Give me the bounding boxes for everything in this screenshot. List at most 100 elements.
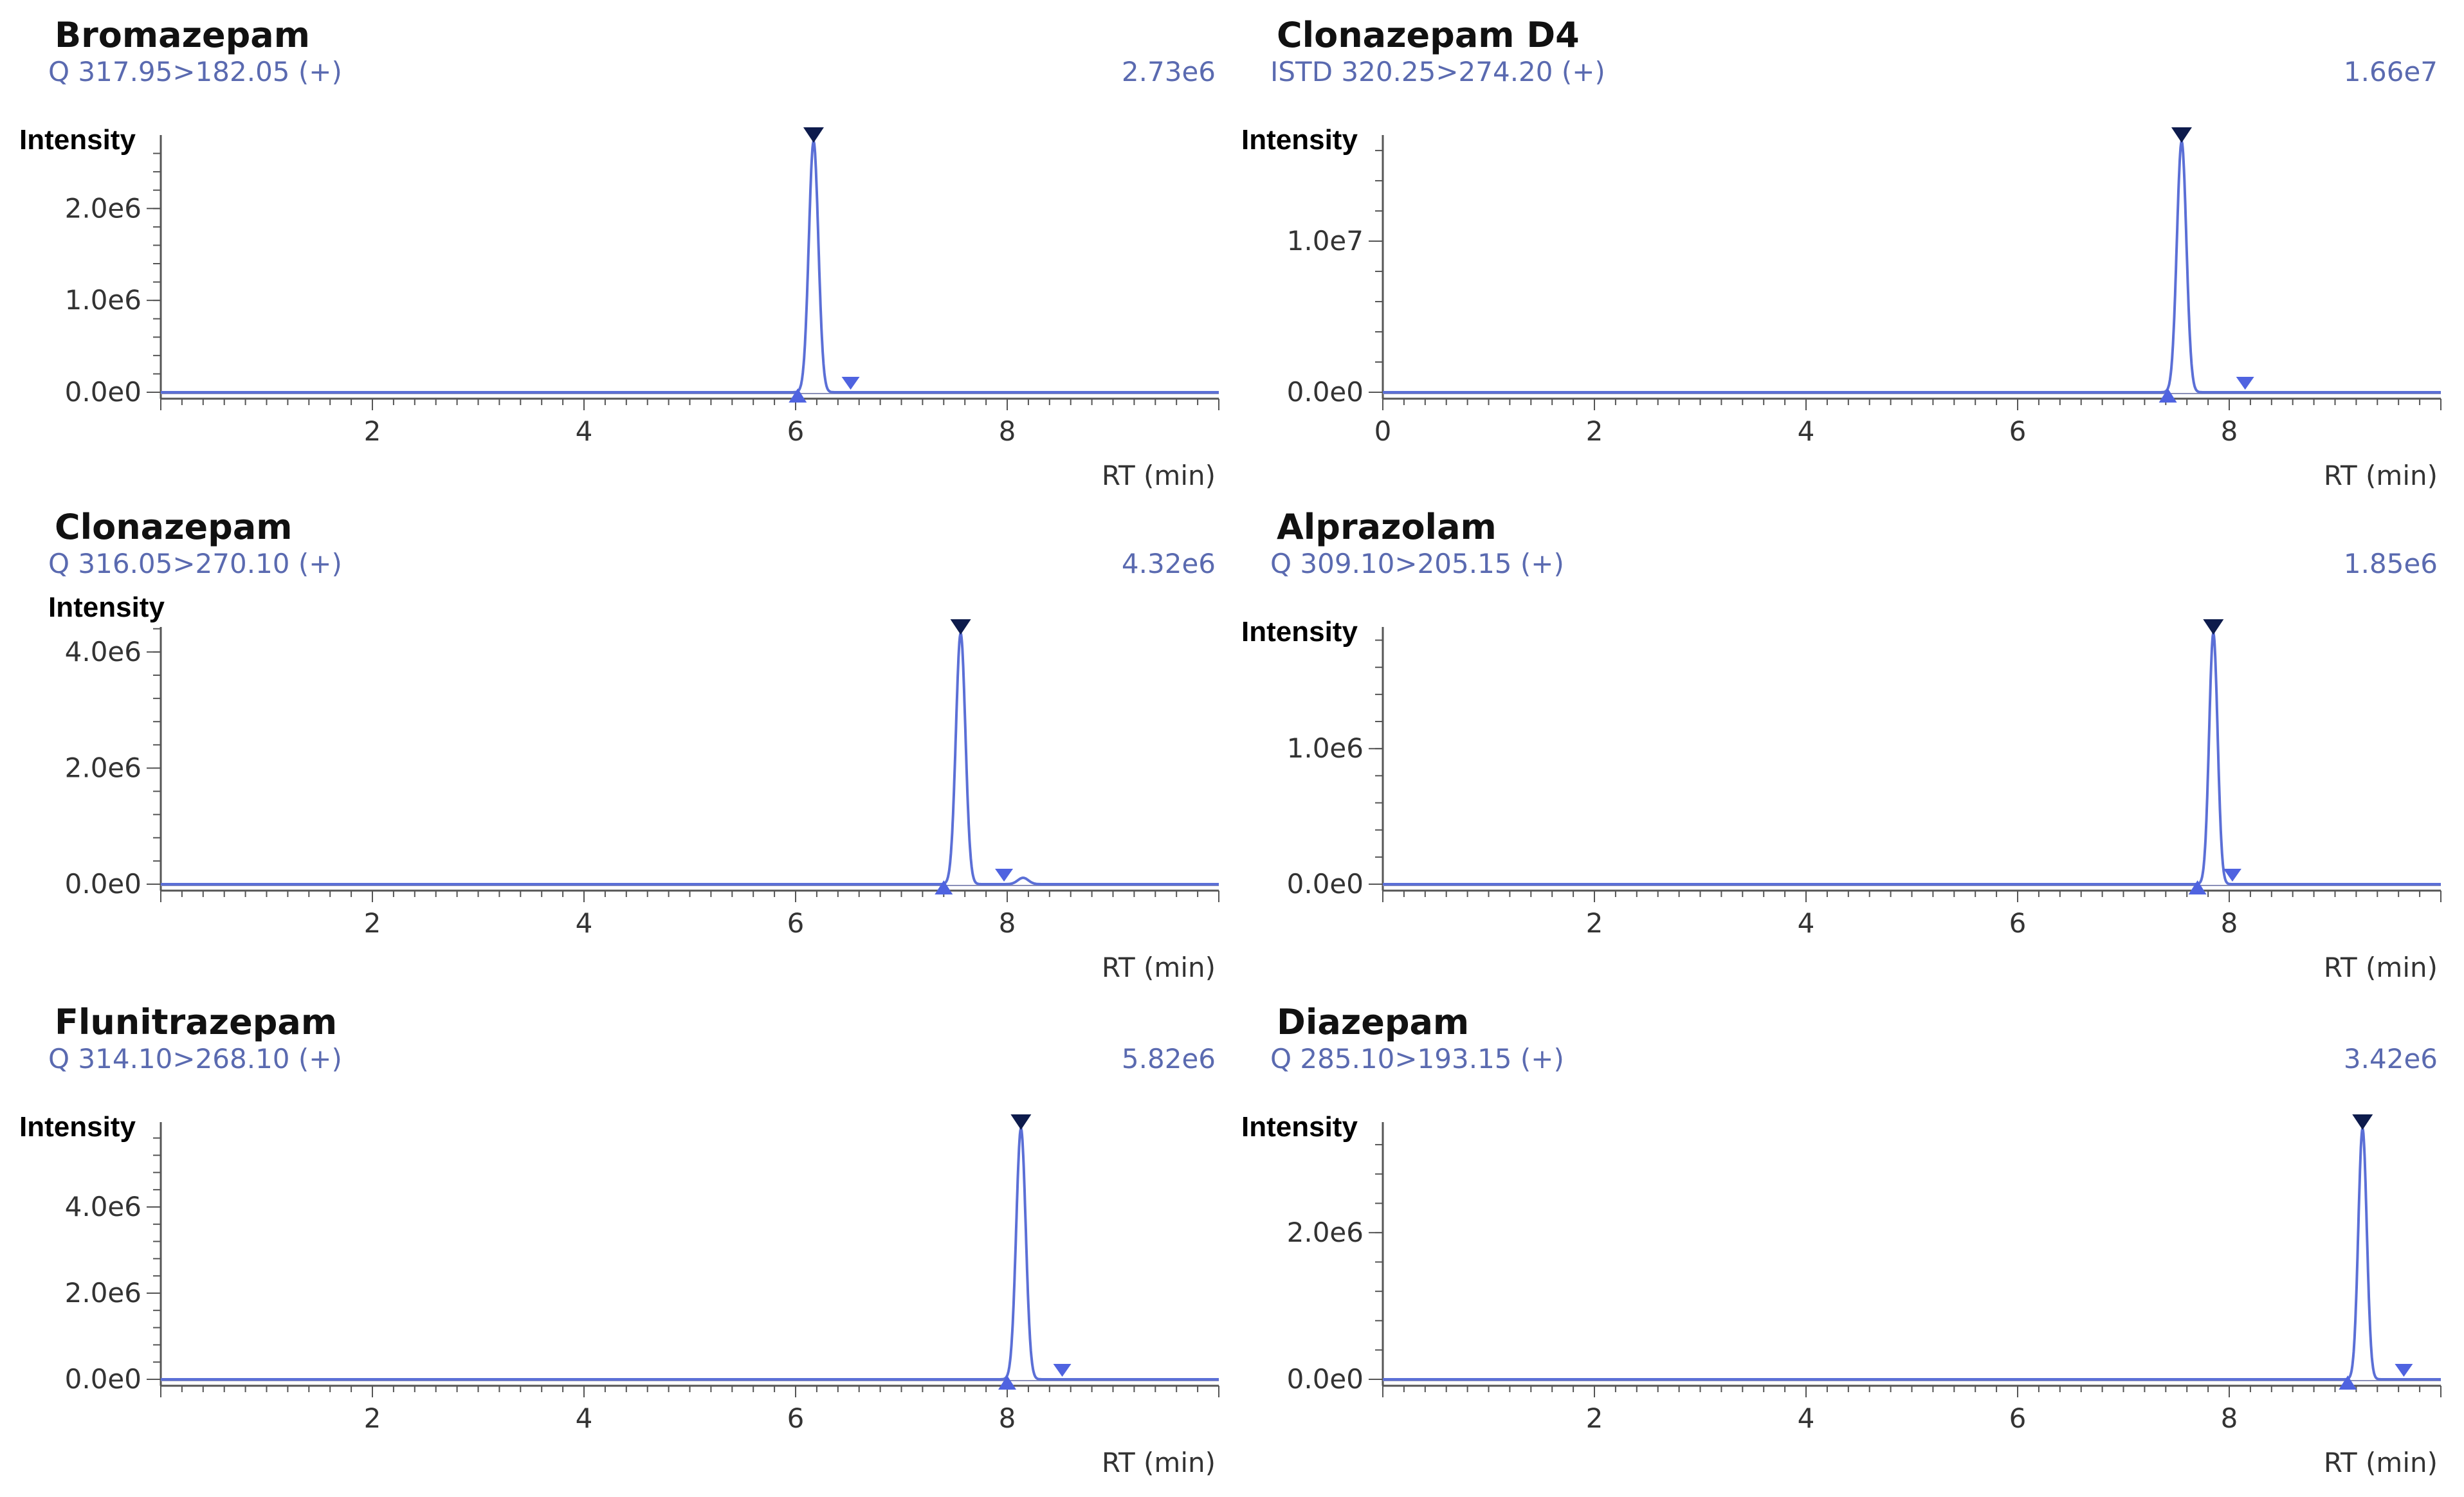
chromatogram-plot: 2 4 6 8 0.0e0 2.0e6 4.0e6 <box>65 1114 1219 1434</box>
x-tick-label: 8 <box>2221 907 2238 939</box>
x-tick-label: 2 <box>364 415 381 447</box>
y-tick-label: 4.0e6 <box>65 636 141 667</box>
peak-end-marker <box>2236 377 2254 390</box>
y-tick-label: 2.0e6 <box>1287 1217 1364 1248</box>
x-tick-label: 8 <box>2221 415 2238 447</box>
x-tick-label: 6 <box>787 907 805 939</box>
x-tick-label: 8 <box>999 907 1016 939</box>
max-intensity-label: 1.85e6 <box>2343 548 2438 579</box>
x-tick-label: 8 <box>2221 1402 2238 1434</box>
chromatogram-trace <box>1383 140 2441 394</box>
peak-end-marker <box>2395 1364 2413 1377</box>
transition-label: Q 285.10>193.15 (+) <box>1270 1043 1564 1075</box>
transition-label: ISTD 320.25>274.20 (+) <box>1270 56 1605 87</box>
x-tick-label: 4 <box>1798 907 1815 939</box>
x-tick-label: 6 <box>2009 1402 2027 1434</box>
y-axis-label: Intensity <box>1241 124 1358 156</box>
peak-end-marker <box>1053 1364 1072 1377</box>
y-tick-label: 1.0e6 <box>1287 732 1364 764</box>
chromatogram-trace <box>161 140 1219 394</box>
chromatogram-plot: 2 4 6 8 0.0e0 2.0e6 4.0e6 <box>65 619 1219 939</box>
x-tick-label: 2 <box>1586 907 1603 939</box>
chromatogram-trace <box>1383 1124 2441 1381</box>
y-tick-label: 2.0e6 <box>65 752 141 783</box>
chromatogram-plot: 0 2 4 6 8 0.0e0 1.0e7 <box>1287 127 2441 447</box>
y-tick-label: 0.0e0 <box>1287 1363 1364 1395</box>
transition-label: Q 317.95>182.05 (+) <box>48 56 342 87</box>
chromatogram-plot: 2 4 6 8 0.0e0 1.0e6 2.0e6 <box>65 127 1219 447</box>
y-tick-label: 0.0e0 <box>65 868 141 900</box>
y-tick-label: 0.0e0 <box>1287 376 1364 408</box>
peak-start-marker <box>2188 880 2207 894</box>
transition-label: Q 314.10>268.10 (+) <box>48 1043 342 1075</box>
x-axis-label: RT (min) <box>1101 952 1216 983</box>
compound-title: Clonazepam D4 <box>1277 15 1580 55</box>
x-tick-label: 6 <box>787 415 805 447</box>
chromatogram-plot: 2 4 6 8 0.0e0 1.0e6 <box>1287 619 2441 939</box>
compound-title: Flunitrazepam <box>55 1002 338 1042</box>
x-axis-label: RT (min) <box>1101 460 1216 491</box>
x-tick-label: 6 <box>2009 907 2027 939</box>
x-tick-label: 4 <box>576 907 593 939</box>
chromatogram-plot: 2 4 6 8 0.0e0 2.0e6 <box>1287 1114 2441 1434</box>
x-tick-label: 4 <box>576 415 593 447</box>
compound-title: Bromazepam <box>55 15 311 55</box>
peak-start-marker <box>935 880 953 894</box>
peak-apex-marker <box>2352 1114 2373 1130</box>
x-tick-label: 0 <box>1374 415 1392 447</box>
x-tick-label: 4 <box>1798 1402 1815 1434</box>
x-axis-label: RT (min) <box>2323 952 2438 983</box>
peak-apex-marker <box>803 127 824 143</box>
y-axis-label: Intensity <box>48 592 165 623</box>
compound-title: Diazepam <box>1277 1002 1470 1042</box>
transition-label: Q 316.05>270.10 (+) <box>48 548 342 579</box>
max-intensity-label: 4.32e6 <box>1121 548 1216 579</box>
peak-start-marker <box>2158 388 2177 403</box>
peak-apex-marker <box>2171 127 2192 143</box>
peak-start-marker <box>2339 1375 2357 1390</box>
y-axis-label: Intensity <box>19 1111 136 1143</box>
y-axis-label: Intensity <box>1241 616 1358 648</box>
y-axis-label: Intensity <box>1241 1111 1358 1143</box>
x-tick-label: 4 <box>576 1402 593 1434</box>
peak-apex-marker <box>2203 619 2224 635</box>
chromatogram-panel-bromazepam: Bromazepam Q 317.95>182.05 (+) 2.73e6 In… <box>3 3 1225 492</box>
peak-start-marker <box>789 388 807 403</box>
x-tick-label: 2 <box>1586 1402 1603 1434</box>
x-tick-label: 8 <box>999 1402 1016 1434</box>
x-tick-label: 2 <box>364 907 381 939</box>
x-tick-label: 2 <box>364 1402 381 1434</box>
chromatogram-trace <box>161 1127 1219 1381</box>
y-tick-label: 0.0e0 <box>1287 868 1364 900</box>
compound-title: Alprazolam <box>1277 507 1497 547</box>
x-tick-label: 6 <box>2009 415 2027 447</box>
y-tick-label: 2.0e6 <box>65 192 141 224</box>
chromatogram-panel-alprazolam: Alprazolam Q 309.10>205.15 (+) 1.85e6 In… <box>1225 495 2447 984</box>
max-intensity-label: 2.73e6 <box>1121 56 1216 87</box>
x-tick-label: 8 <box>999 415 1016 447</box>
y-tick-label: 1.0e7 <box>1287 225 1364 257</box>
chromatogram-panel-clonazepam: Clonazepam Q 316.05>270.10 (+) 4.32e6 In… <box>3 495 1225 984</box>
x-axis-label: RT (min) <box>1101 1447 1216 1478</box>
y-tick-label: 2.0e6 <box>65 1277 141 1309</box>
x-tick-label: 6 <box>787 1402 805 1434</box>
y-tick-label: 4.0e6 <box>65 1191 141 1222</box>
max-intensity-label: 1.66e7 <box>2343 56 2438 87</box>
compound-title: Clonazepam <box>55 507 293 547</box>
y-tick-label: 0.0e0 <box>65 1363 141 1395</box>
x-axis-label: RT (min) <box>2323 1447 2438 1478</box>
x-tick-label: 2 <box>1586 415 1603 447</box>
peak-end-marker <box>2223 869 2241 882</box>
chromatogram-panel-flunitrazepam: Flunitrazepam Q 314.10>268.10 (+) 5.82e6… <box>3 990 1225 1479</box>
transition-label: Q 309.10>205.15 (+) <box>1270 548 1564 579</box>
y-tick-label: 0.0e0 <box>65 376 141 408</box>
peak-end-marker <box>841 377 860 390</box>
chromatogram-trace <box>161 630 1219 885</box>
max-intensity-label: 3.42e6 <box>2343 1043 2438 1075</box>
chromatogram-trace <box>1383 632 2441 885</box>
chromatogram-panel-clonazepam-d4: Clonazepam D4 ISTD 320.25>274.20 (+) 1.6… <box>1225 3 2447 492</box>
peak-start-marker <box>998 1375 1016 1390</box>
x-axis-label: RT (min) <box>2323 460 2438 491</box>
peak-apex-marker <box>950 619 971 635</box>
x-tick-label: 4 <box>1798 415 1815 447</box>
